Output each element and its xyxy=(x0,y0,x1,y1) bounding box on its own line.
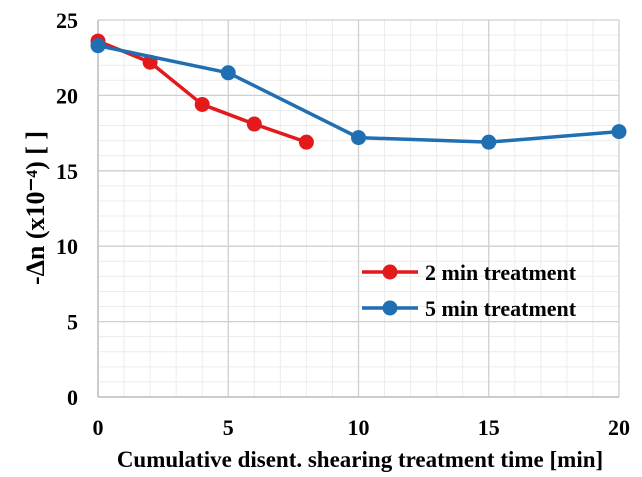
x-tick-label: 0 xyxy=(93,415,104,440)
y-tick-labels: 0 5 10 15 20 25 xyxy=(56,8,78,410)
legend-item-2: 5 min treatment xyxy=(362,296,577,321)
x-tick-label: 15 xyxy=(478,415,500,440)
grid-lines xyxy=(97,19,620,398)
legend-marker xyxy=(382,264,398,280)
legend-marker xyxy=(382,300,398,316)
data-point xyxy=(194,96,210,112)
y-tick-label: 10 xyxy=(56,234,78,259)
series-group xyxy=(90,33,627,150)
x-tick-label: 20 xyxy=(608,415,630,440)
legend-label: 2 min treatment xyxy=(425,260,577,285)
y-tick-label: 0 xyxy=(67,385,78,410)
series-2 xyxy=(90,38,627,150)
x-tick-label: 10 xyxy=(348,415,370,440)
data-point xyxy=(298,134,314,150)
y-tick-label: 15 xyxy=(56,159,78,184)
y-tick-label: 20 xyxy=(56,83,78,108)
legend: 2 min treatment 5 min treatment xyxy=(362,260,577,321)
legend-label: 5 min treatment xyxy=(425,296,577,321)
data-point xyxy=(246,116,262,132)
y-axis-title: -Δn (x10⁻⁴) [ ] xyxy=(21,131,50,285)
legend-item-1: 2 min treatment xyxy=(362,260,577,285)
axes xyxy=(97,20,619,398)
data-point xyxy=(611,124,627,140)
x-axis-title: Cumulative disent. shearing treatment ti… xyxy=(117,447,603,472)
data-point xyxy=(481,134,497,150)
x-tick-labels: 0 5 10 15 20 xyxy=(93,415,631,440)
y-tick-label: 5 xyxy=(67,310,78,335)
x-tick-label: 5 xyxy=(223,415,234,440)
data-point xyxy=(351,130,366,146)
data-point xyxy=(220,65,236,81)
data-point xyxy=(90,38,106,54)
series-1 xyxy=(90,33,314,150)
y-tick-label: 25 xyxy=(56,8,78,33)
